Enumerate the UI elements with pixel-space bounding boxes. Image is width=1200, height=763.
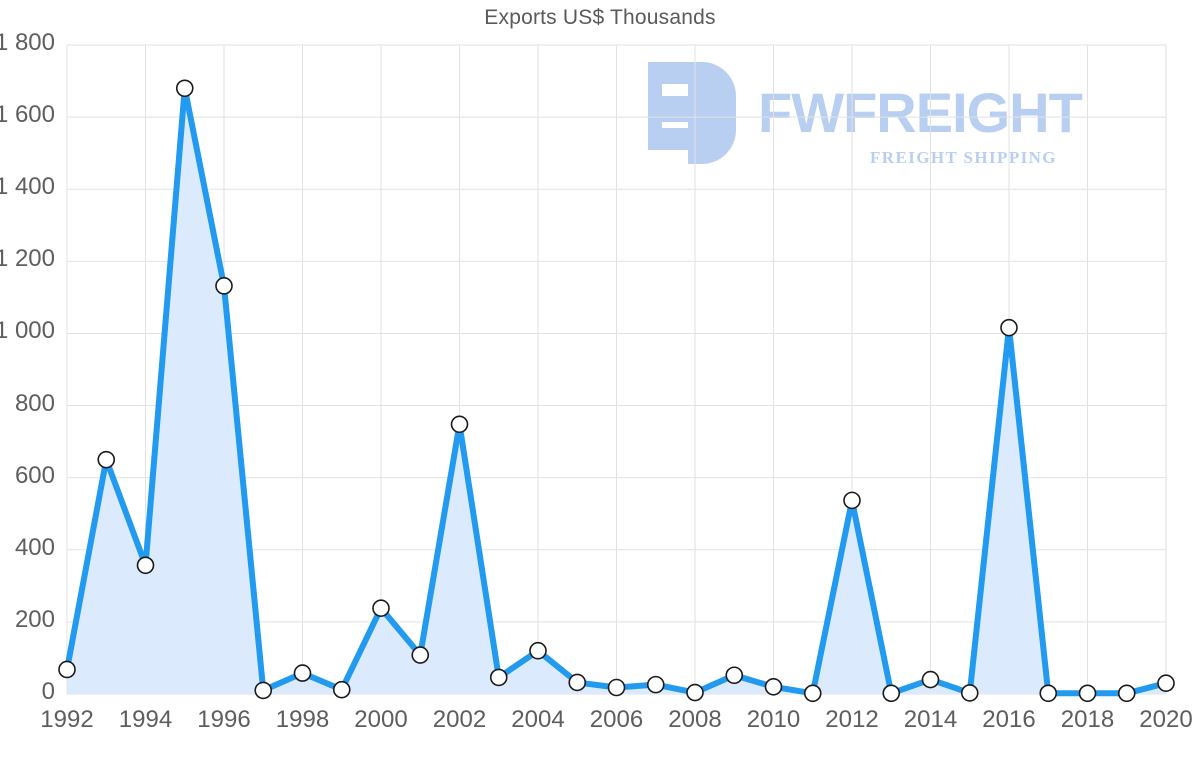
x-axis-tick-label: 2008 [668, 706, 722, 733]
data-point-marker[interactable] [921, 670, 940, 689]
area-path [67, 88, 1166, 694]
data-point-marker[interactable] [607, 678, 626, 697]
x-axis-tick-label: 2010 [746, 706, 801, 733]
data-point-marker[interactable] [1039, 684, 1058, 703]
x-axis-tick-label: 2020 [1139, 706, 1193, 733]
data-point-marker[interactable] [136, 556, 155, 575]
data-point-marker[interactable] [686, 683, 704, 702]
data-point-marker[interactable] [843, 491, 861, 510]
data-point-marker[interactable] [646, 675, 665, 694]
y-axis-tick-label: 400 [14, 533, 55, 561]
y-axis-tick-label: 200 [14, 605, 55, 633]
x-axis-tick-label: 2004 [511, 706, 565, 733]
area-fill [67, 88, 1166, 694]
x-axis-tick-label: 1996 [197, 706, 251, 733]
data-point-marker[interactable] [1000, 318, 1018, 337]
y-axis-tick-label: 1 600 [0, 101, 55, 129]
x-axis-tick-label: 2000 [354, 706, 408, 733]
data-point-marker[interactable] [1078, 684, 1097, 703]
data-point-marker[interactable] [764, 677, 783, 696]
x-axis-tick-label: 2006 [589, 706, 644, 733]
data-point-marker[interactable] [175, 79, 194, 98]
data-point-marker[interactable] [254, 681, 273, 700]
y-axis-tick-label: 1 800 [0, 29, 55, 56]
x-axis-tick-label: 2018 [1060, 706, 1115, 733]
data-point-marker[interactable] [58, 660, 76, 679]
data-point-marker[interactable] [332, 680, 351, 699]
x-axis-tick-label: 2014 [903, 706, 958, 733]
data-point-marker[interactable] [97, 450, 116, 469]
y-axis-tick-label: 800 [14, 389, 55, 417]
data-point-marker[interactable] [882, 684, 901, 703]
data-point-marker[interactable] [725, 666, 744, 685]
data-point-marker[interactable] [411, 646, 430, 664]
x-axis-tick-label: 1998 [275, 706, 330, 733]
data-point-marker[interactable] [450, 415, 469, 434]
data-point-marker[interactable] [1157, 674, 1175, 692]
data-markers [58, 79, 1175, 703]
y-axis-tick-label: 1 400 [0, 173, 55, 201]
data-point-marker[interactable] [215, 277, 233, 295]
chart-title: Exports US$ Thousands [484, 6, 716, 29]
data-point-marker[interactable] [489, 668, 508, 687]
x-axis-tick-label: 2002 [432, 706, 487, 733]
y-axis-tick-label: 600 [14, 461, 55, 489]
data-point-marker[interactable] [1117, 684, 1136, 703]
x-axis-tick-label: 2012 [825, 706, 879, 733]
data-point-marker[interactable] [568, 673, 587, 692]
data-point-marker[interactable] [529, 641, 547, 660]
x-axis-tick-label: 1994 [118, 706, 173, 733]
y-axis-tick-label: 1 200 [0, 245, 55, 273]
x-axis-tick-label: 2016 [982, 706, 1036, 733]
y-axis-tick-label: 0 [41, 678, 55, 705]
data-point-marker[interactable] [372, 599, 390, 617]
data-point-marker[interactable] [293, 664, 312, 682]
y-axis-tick-label: 1 000 [0, 317, 55, 345]
data-point-marker[interactable] [960, 684, 979, 702]
data-point-marker[interactable] [803, 684, 822, 703]
x-axis-tick-label: 1992 [40, 706, 94, 733]
